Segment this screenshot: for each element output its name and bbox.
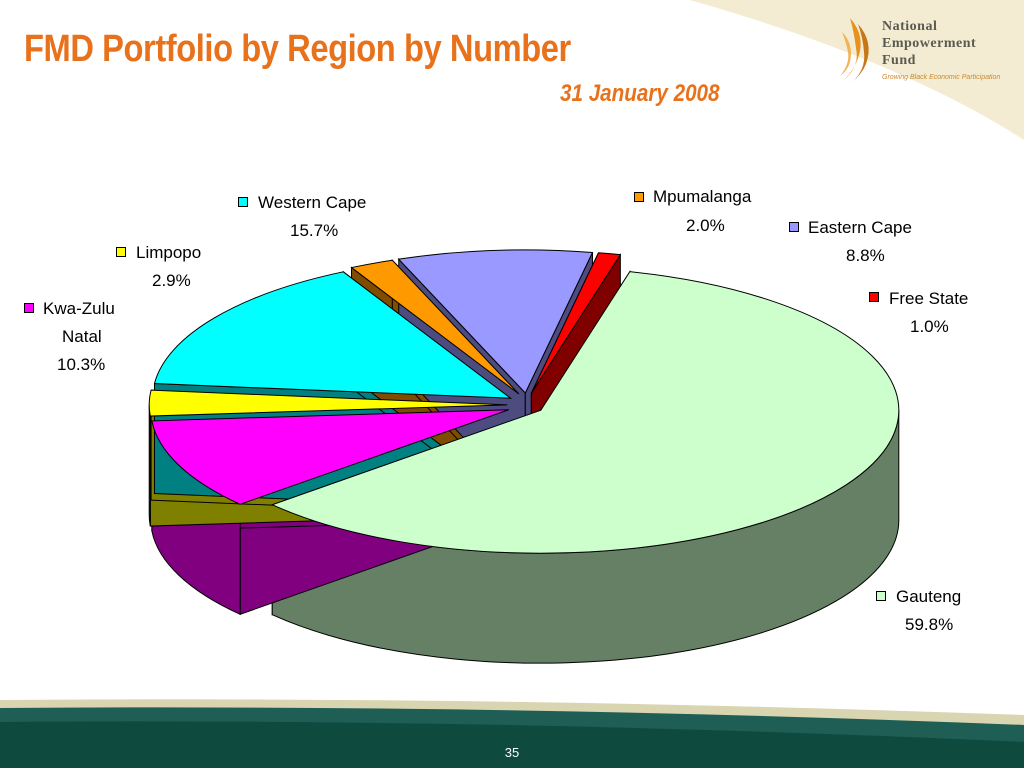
legend-pct-mpumalanga: 2.0%: [686, 216, 725, 235]
logo-line-1: National: [882, 19, 938, 34]
legend-pct-western-cape: 15.7%: [290, 221, 339, 240]
page-number: 35: [504, 745, 520, 760]
legend-label-free-state: Free State: [889, 289, 969, 308]
legend-label-gauteng: Gauteng: [896, 587, 962, 606]
pie-slice-eastern-cape: [397, 249, 594, 394]
pie-slice-limpopo: [148, 389, 508, 417]
logo-line-3: Fund: [882, 53, 916, 68]
legend-swatch-gauteng: [876, 591, 886, 601]
legend-label-western-cape: Western Cape: [258, 193, 367, 212]
legend-pct-free-state: 1.0%: [910, 317, 949, 336]
legend-pct-gauteng: 59.8%: [905, 615, 954, 634]
pie-slice-free-state: [530, 252, 622, 394]
legend-swatch-free-state: [869, 292, 879, 302]
page-subtitle: 31 January 2008: [560, 80, 720, 107]
legend-swatch-eastern-cape: [789, 222, 799, 232]
pie-slice-mpumalanga: [350, 259, 520, 395]
page-title: FMD Portfolio by Region by Number: [24, 28, 571, 70]
pie-slice-kwa-zulu-natal: [151, 409, 509, 505]
flame-logo-icon: [840, 18, 869, 82]
logo-wordmark: National Empowerment Fund: [882, 18, 976, 69]
legend-label-mpumalanga: Mpumalanga: [653, 187, 752, 206]
legend-swatch-western-cape: [238, 197, 248, 207]
pie-slice-western-cape: [153, 271, 513, 399]
legend-label-kwazulu-natal-line2: Natal: [62, 327, 102, 346]
legend-swatch-kwazulu-natal: [24, 303, 34, 313]
legend-label-kwazulu-natal: Kwa-Zulu: [43, 299, 115, 318]
legend-swatch-mpumalanga: [634, 192, 644, 202]
logo-tagline: Growing Black Economic Participation: [882, 74, 1001, 81]
pie-slice-outer-limpopo: [148, 404, 151, 527]
footer-band: [0, 699, 1024, 768]
legend-label-limpopo: Limpopo: [136, 243, 202, 262]
legend-label-eastern-cape: Eastern Cape: [808, 218, 912, 237]
legend-pct-limpopo: 2.9%: [152, 271, 191, 290]
pie-slice-gauteng: [270, 271, 900, 554]
legend-pct-eastern-cape: 8.8%: [846, 246, 885, 265]
legend-pct-kwazulu-natal: 10.3%: [57, 355, 106, 374]
logo: National Empowerment Fund Growing Black …: [832, 10, 1022, 90]
legend-swatch-limpopo: [116, 247, 126, 257]
logo-line-2: Empowerment: [882, 36, 977, 51]
